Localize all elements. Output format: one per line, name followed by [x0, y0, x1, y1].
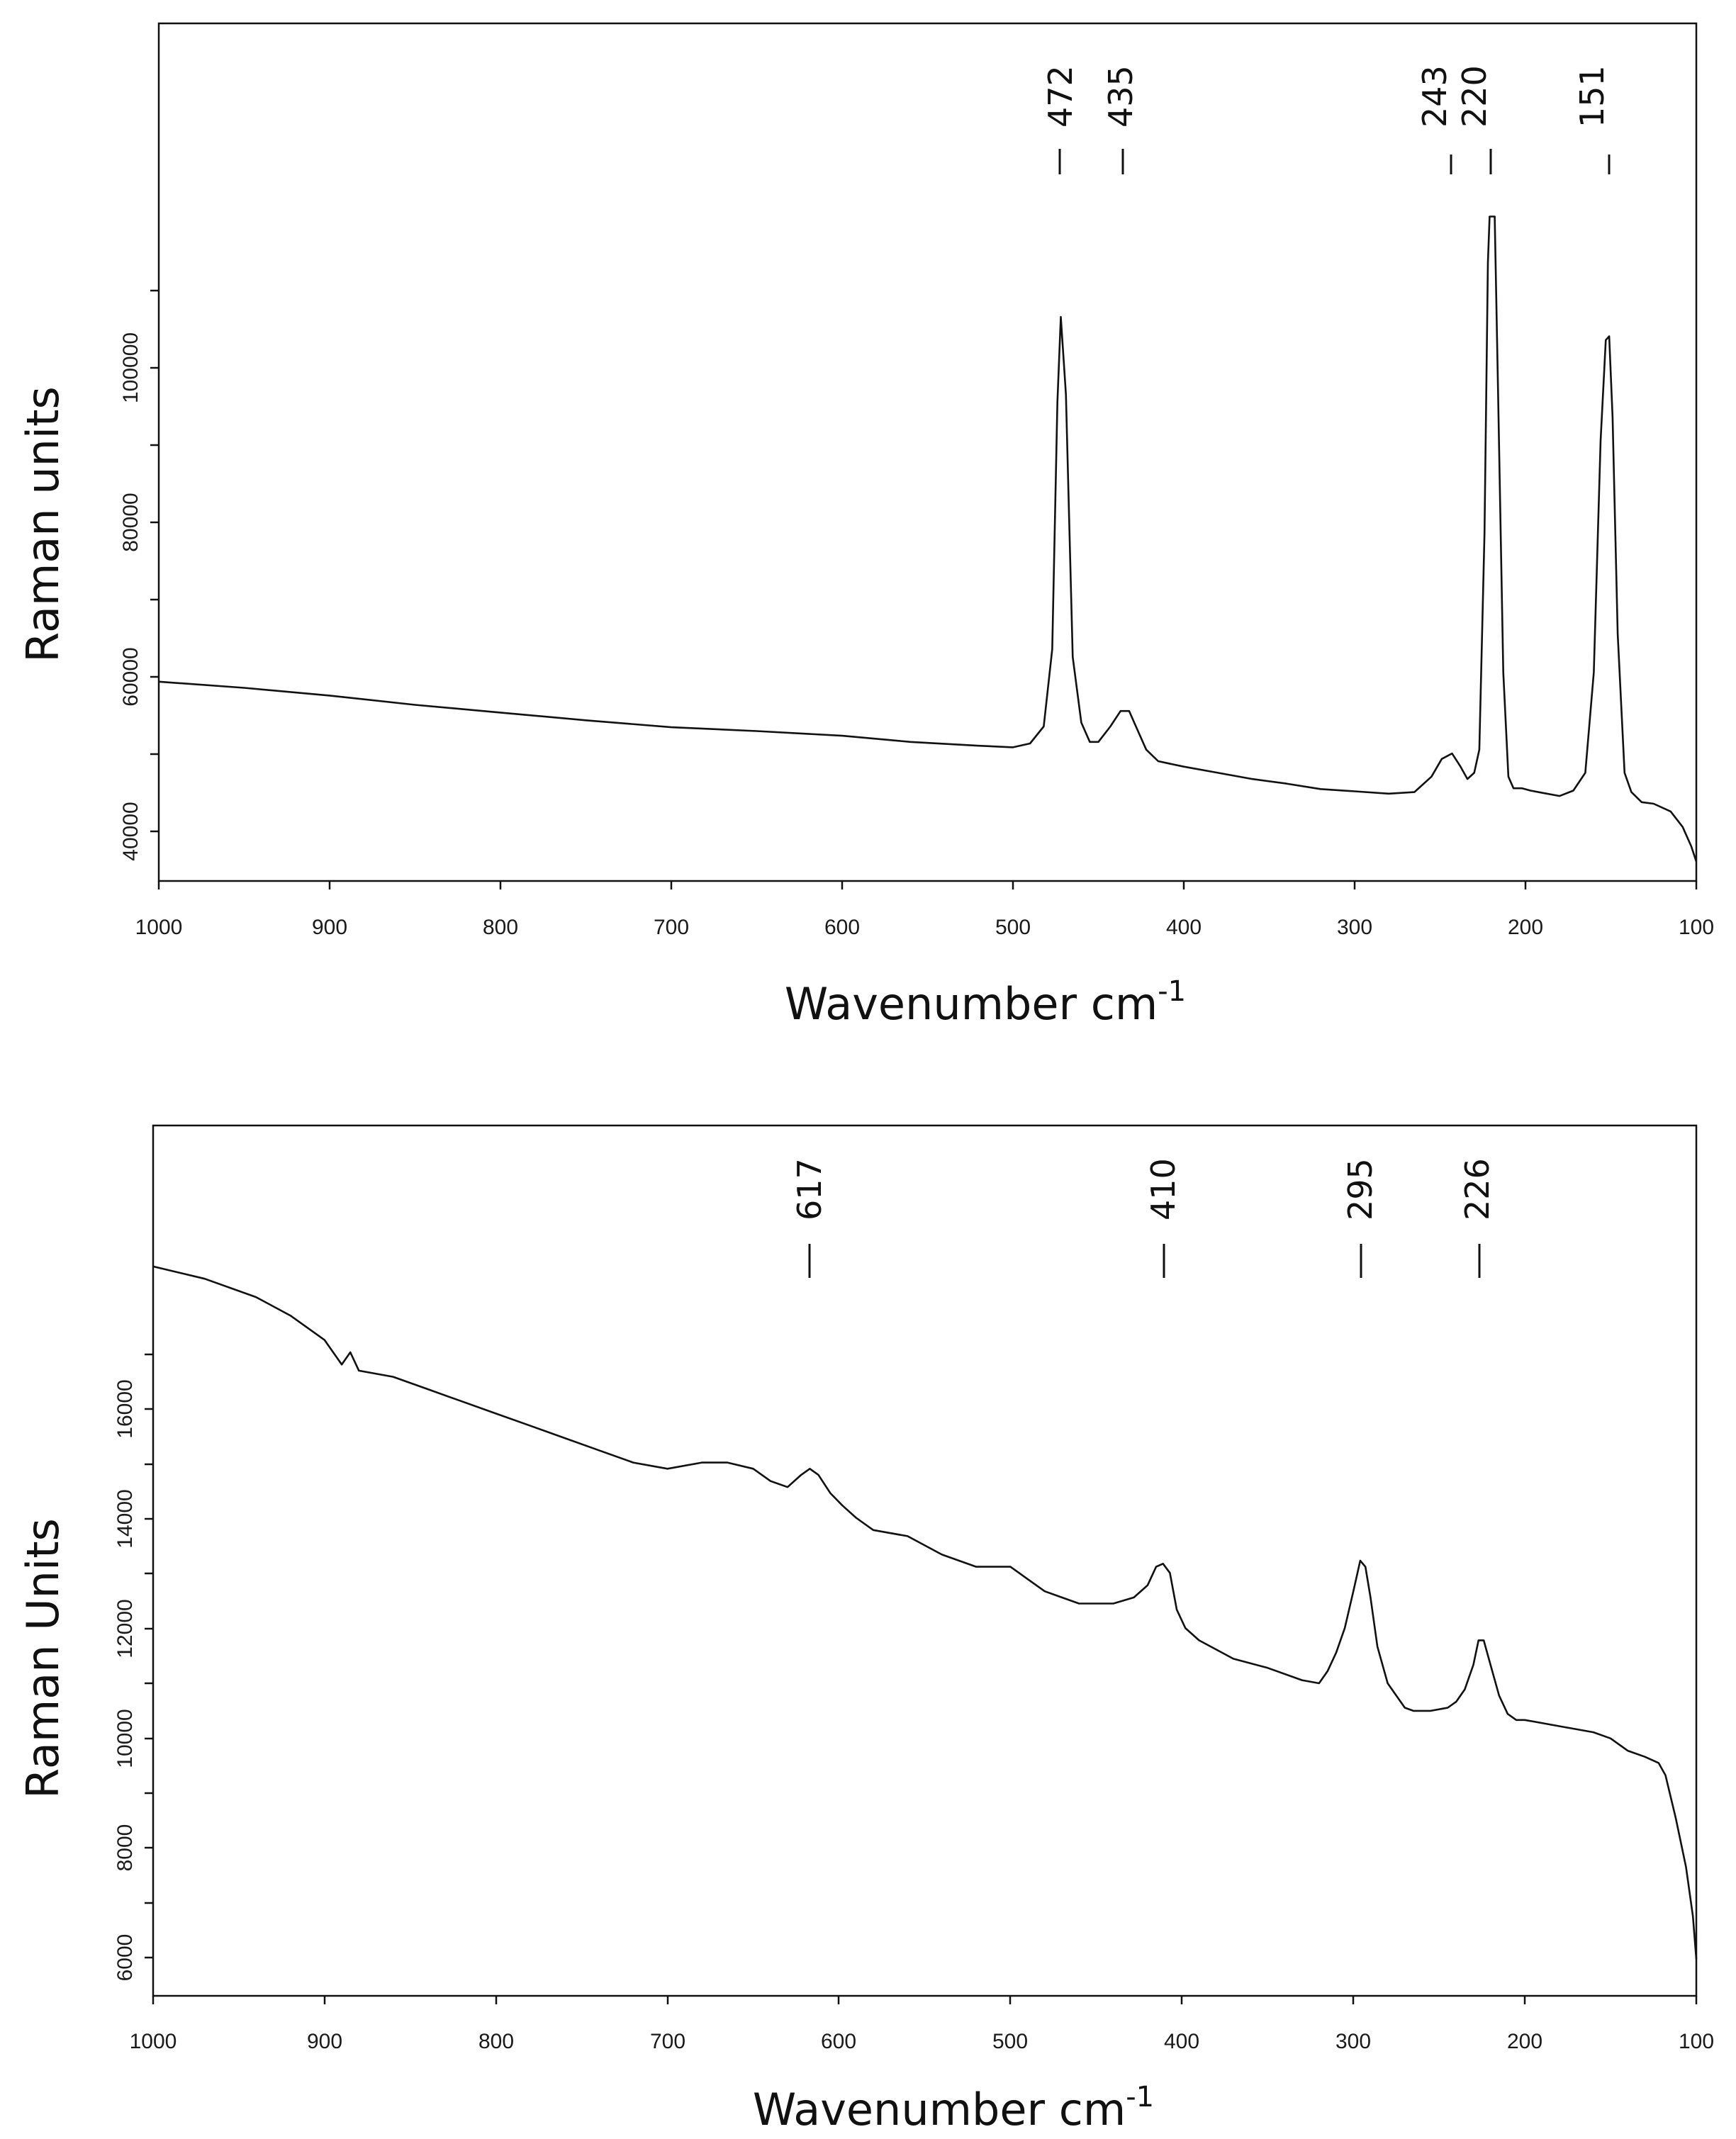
chart-2-peak-label: 226 — [1458, 1158, 1496, 1220]
chart-1-y-tick-labels: 40000 60000 80000 100000 — [119, 332, 142, 861]
chart-1-x-tick-label: 200 — [1508, 916, 1543, 939]
chart-2-peak-labels: 617 410 295 226 — [790, 1158, 1496, 1278]
chart-1-x-tick-label: 500 — [995, 916, 1031, 939]
chart-2-x-tick-label: 800 — [478, 2030, 514, 2053]
chart-1-spectrum-line — [158, 215, 1698, 863]
chart-2-spectrum-line — [152, 1265, 1698, 1960]
chart-2-peak-label: 410 — [1144, 1158, 1182, 1220]
chart-1-x-tick-label: 700 — [654, 916, 689, 939]
chart-1-peak-label: 243 — [1416, 65, 1454, 128]
chart-1-x-axis-title: Wavenumber cm-1 — [785, 975, 1186, 1030]
chart-1-x-tick-label: 900 — [312, 916, 347, 939]
chart-2-y-tick-label: 6000 — [113, 1934, 137, 1982]
chart-2-y-tick-label: 14000 — [113, 1489, 137, 1548]
chart-1-x-axis-title-main: Wavenumber cm — [785, 978, 1158, 1030]
chart-2-y-tick-label: 8000 — [113, 1824, 137, 1872]
chart-2-y-axis-title: Raman Units — [17, 1518, 69, 1799]
chart-2-plot-frame — [152, 1124, 1698, 1997]
chart-2-x-tick-label: 700 — [650, 2030, 685, 2053]
chart-2-peak-label: 295 — [1341, 1158, 1379, 1220]
chart-2-y-tick-label: 12000 — [113, 1599, 137, 1658]
chart-2-x-tick-label: 1000 — [130, 2030, 177, 2053]
chart-1-x-tick-labels: 1000 900 800 700 600 500 400 300 200 100 — [135, 916, 1714, 939]
chart-1: 1000 900 800 700 600 500 400 300 200 100… — [17, 22, 1714, 1030]
chart-1-peak-label: 472 — [1041, 65, 1080, 128]
chart-2-x-axis-title-superscript: -1 — [1126, 2081, 1154, 2113]
chart-1-y-ticks — [150, 289, 159, 833]
chart-1-x-tick-label: 800 — [483, 916, 518, 939]
chart-2-peak-label: 617 — [790, 1158, 829, 1220]
chart-2-x-tick-label: 200 — [1507, 2030, 1542, 2053]
chart-2-x-axis-title: Wavenumber cm-1 — [753, 2081, 1154, 2135]
chart-2-x-axis-title-main: Wavenumber cm — [753, 2084, 1126, 2135]
chart-2-y-tick-label: 10000 — [113, 1709, 137, 1768]
chart-2-y-tick-label: 16000 — [113, 1379, 137, 1438]
chart-2-x-tick-label: 100 — [1679, 2030, 1714, 2053]
chart-2-x-tick-label: 400 — [1164, 2030, 1199, 2053]
chart-1-x-axis-title-superscript: -1 — [1158, 975, 1186, 1008]
chart-1-x-tick-label: 400 — [1166, 916, 1202, 939]
chart-1-y-tick-label: 60000 — [119, 647, 142, 706]
chart-1-plot-frame — [157, 22, 1698, 882]
chart-2-x-tick-label: 500 — [992, 2030, 1028, 2053]
chart-2-x-tick-label: 900 — [307, 2030, 342, 2053]
chart-1-peak-label: 151 — [1573, 65, 1611, 128]
chart-1-x-ticks — [157, 881, 1698, 889]
chart-1-x-tick-label: 600 — [824, 916, 860, 939]
chart-2-y-ticks — [145, 1353, 153, 1959]
chart-2-y-tick-labels: 6000 8000 10000 12000 14000 16000 — [113, 1379, 137, 1981]
chart-2-x-ticks — [152, 1996, 1698, 2004]
chart-1-peak-label: 220 — [1455, 65, 1494, 128]
chart-1-x-tick-label: 100 — [1679, 916, 1714, 939]
chart-1-peak-label: 435 — [1102, 65, 1140, 128]
chart-1-x-tick-label: 300 — [1337, 916, 1372, 939]
chart-1-x-tick-label: 1000 — [135, 916, 183, 939]
chart-1-y-tick-label: 40000 — [119, 802, 142, 860]
chart-1-y-axis-title: Raman units — [17, 386, 69, 663]
chart-1-y-tick-label: 80000 — [119, 493, 142, 551]
chart-2-x-tick-labels: 1000 900 800 700 600 500 400 300 200 100 — [130, 2030, 1714, 2053]
chart-2: 1000 900 800 700 600 500 400 300 200 100 — [17, 1124, 1714, 2135]
chart-2-x-tick-label: 300 — [1335, 2030, 1371, 2053]
chart-1-y-tick-label: 100000 — [119, 332, 142, 403]
chart-2-x-tick-label: 600 — [821, 2030, 856, 2053]
chart-1-peak-labels: 472 435 243 220 151 — [1041, 65, 1611, 174]
